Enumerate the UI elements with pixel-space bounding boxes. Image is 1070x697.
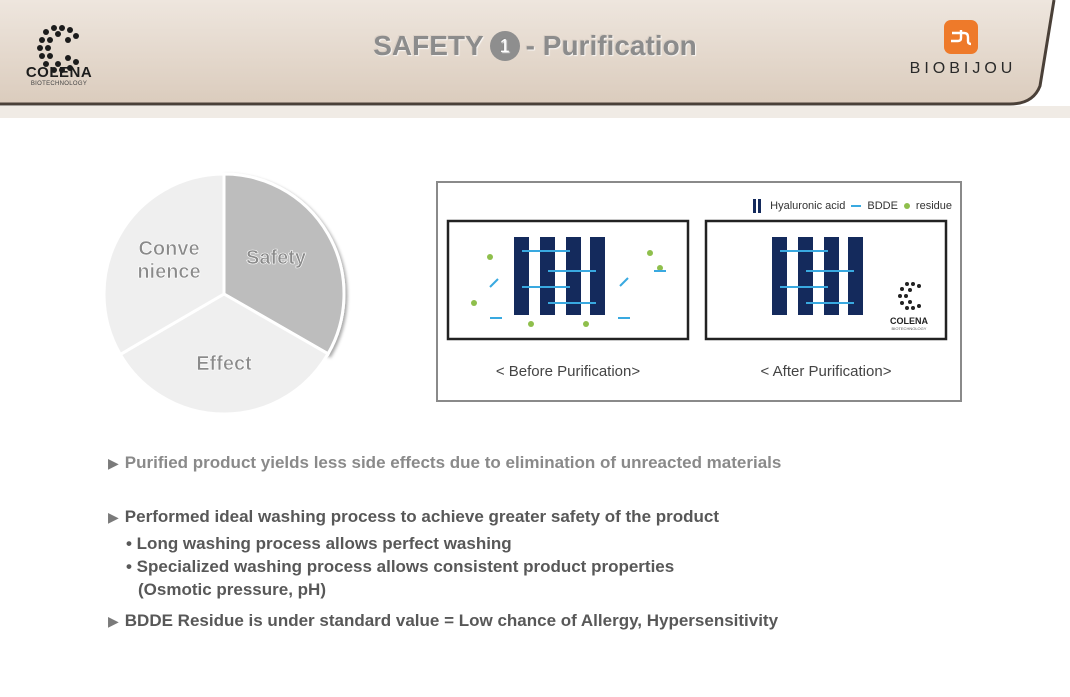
- pie-label-convenience-2: nience: [137, 261, 200, 283]
- residue-dot: [647, 250, 653, 256]
- legend-hyaluronic: Hyaluronic acid: [770, 200, 846, 212]
- pie-label-convenience-1: Conve: [138, 238, 199, 260]
- pie-label-effect: Effect: [196, 353, 252, 375]
- colena-logo-icon: [37, 25, 79, 73]
- legend-residue: residue: [915, 200, 952, 212]
- page-title: SAFETY 1- Purification: [300, 30, 770, 62]
- bullet-1: ▶ Purified product yields less side effec…: [108, 453, 782, 472]
- title-suffix: - Purification: [525, 30, 697, 61]
- bdde-legend-icon: [851, 205, 862, 207]
- pie-slice-safety: [222, 172, 346, 356]
- title-number-badge: 1: [489, 31, 520, 61]
- colena-logo-text: COLENA: [25, 64, 93, 81]
- hyaluronic-acid-strand: [848, 237, 863, 315]
- free-bdde-dash: [489, 278, 499, 288]
- bullet-2-sub-2-cont: (Osmotic pressure, pH): [138, 580, 326, 599]
- purification-diagram: COLENA BIOTECHNOLOGY Hyaluronic acid BDD…: [436, 181, 962, 402]
- biobijou-logo-icon: [944, 20, 978, 54]
- bullet-3: ▶ BDDE Residue is under standard value = …: [108, 611, 779, 630]
- bullet-2-sub-2: • Specialized washing process allows con…: [126, 557, 675, 576]
- header-band: [0, 0, 1070, 118]
- colena-mini-logo-subtext: BIOTECHNOLOGY: [892, 326, 927, 331]
- title-main: SAFETY: [373, 30, 484, 61]
- triangle-bullet-icon: ▶: [108, 455, 119, 471]
- after-caption: < After Purification>: [760, 363, 892, 380]
- bullet-2-sub-1: • Long washing process allows perfect wa…: [126, 534, 512, 553]
- residue-dot: [657, 265, 663, 271]
- colena-logo-subtext: BIOTECHNOLOGY: [30, 81, 88, 87]
- residue-dot: [471, 300, 477, 306]
- hyaluronic-acid-strand: [798, 237, 813, 315]
- pie-slice-effect: [118, 292, 331, 416]
- hyaluronic-acid-strand: [514, 237, 529, 315]
- free-bdde-dash: [619, 277, 629, 287]
- diagram-legend: Hyaluronic acid BDDE residue: [753, 199, 952, 213]
- colena-mini-logo-icon: [898, 282, 921, 310]
- residue-dot: [528, 321, 534, 327]
- residue-dot: [487, 254, 493, 260]
- hyaluronic-acid-strand: [772, 237, 787, 315]
- colena-mini-logo-text: COLENA: [890, 316, 929, 326]
- residue-dot: [583, 321, 589, 327]
- triangle-bullet-icon: ▶: [108, 613, 119, 629]
- hyaluronic-acid-legend-icon: [753, 199, 757, 213]
- hyaluronic-acid-strand: [540, 237, 555, 315]
- triangle-bullet-icon: ▶: [108, 509, 119, 525]
- biobijou-logo-text: BIOBIJOU: [909, 60, 1017, 77]
- hyaluronic-acid-strand: [824, 237, 839, 315]
- legend-bdde: BDDE: [867, 200, 898, 212]
- diagram-drawing: COLENA BIOTECHNOLOGY: [446, 219, 948, 341]
- hyaluronic-acid-strand: [566, 237, 581, 315]
- pie-chart: Safety Effect Conve nience: [102, 172, 346, 416]
- residue-legend-icon: [903, 203, 910, 209]
- before-caption: < Before Purification>: [495, 363, 641, 380]
- pie-slice-convenience: [102, 172, 226, 357]
- hyaluronic-acid-strand: [590, 237, 605, 315]
- pie-label-safety: Safety: [246, 247, 307, 269]
- bullet-2: ▶ Performed ideal washing process to achi…: [108, 507, 720, 526]
